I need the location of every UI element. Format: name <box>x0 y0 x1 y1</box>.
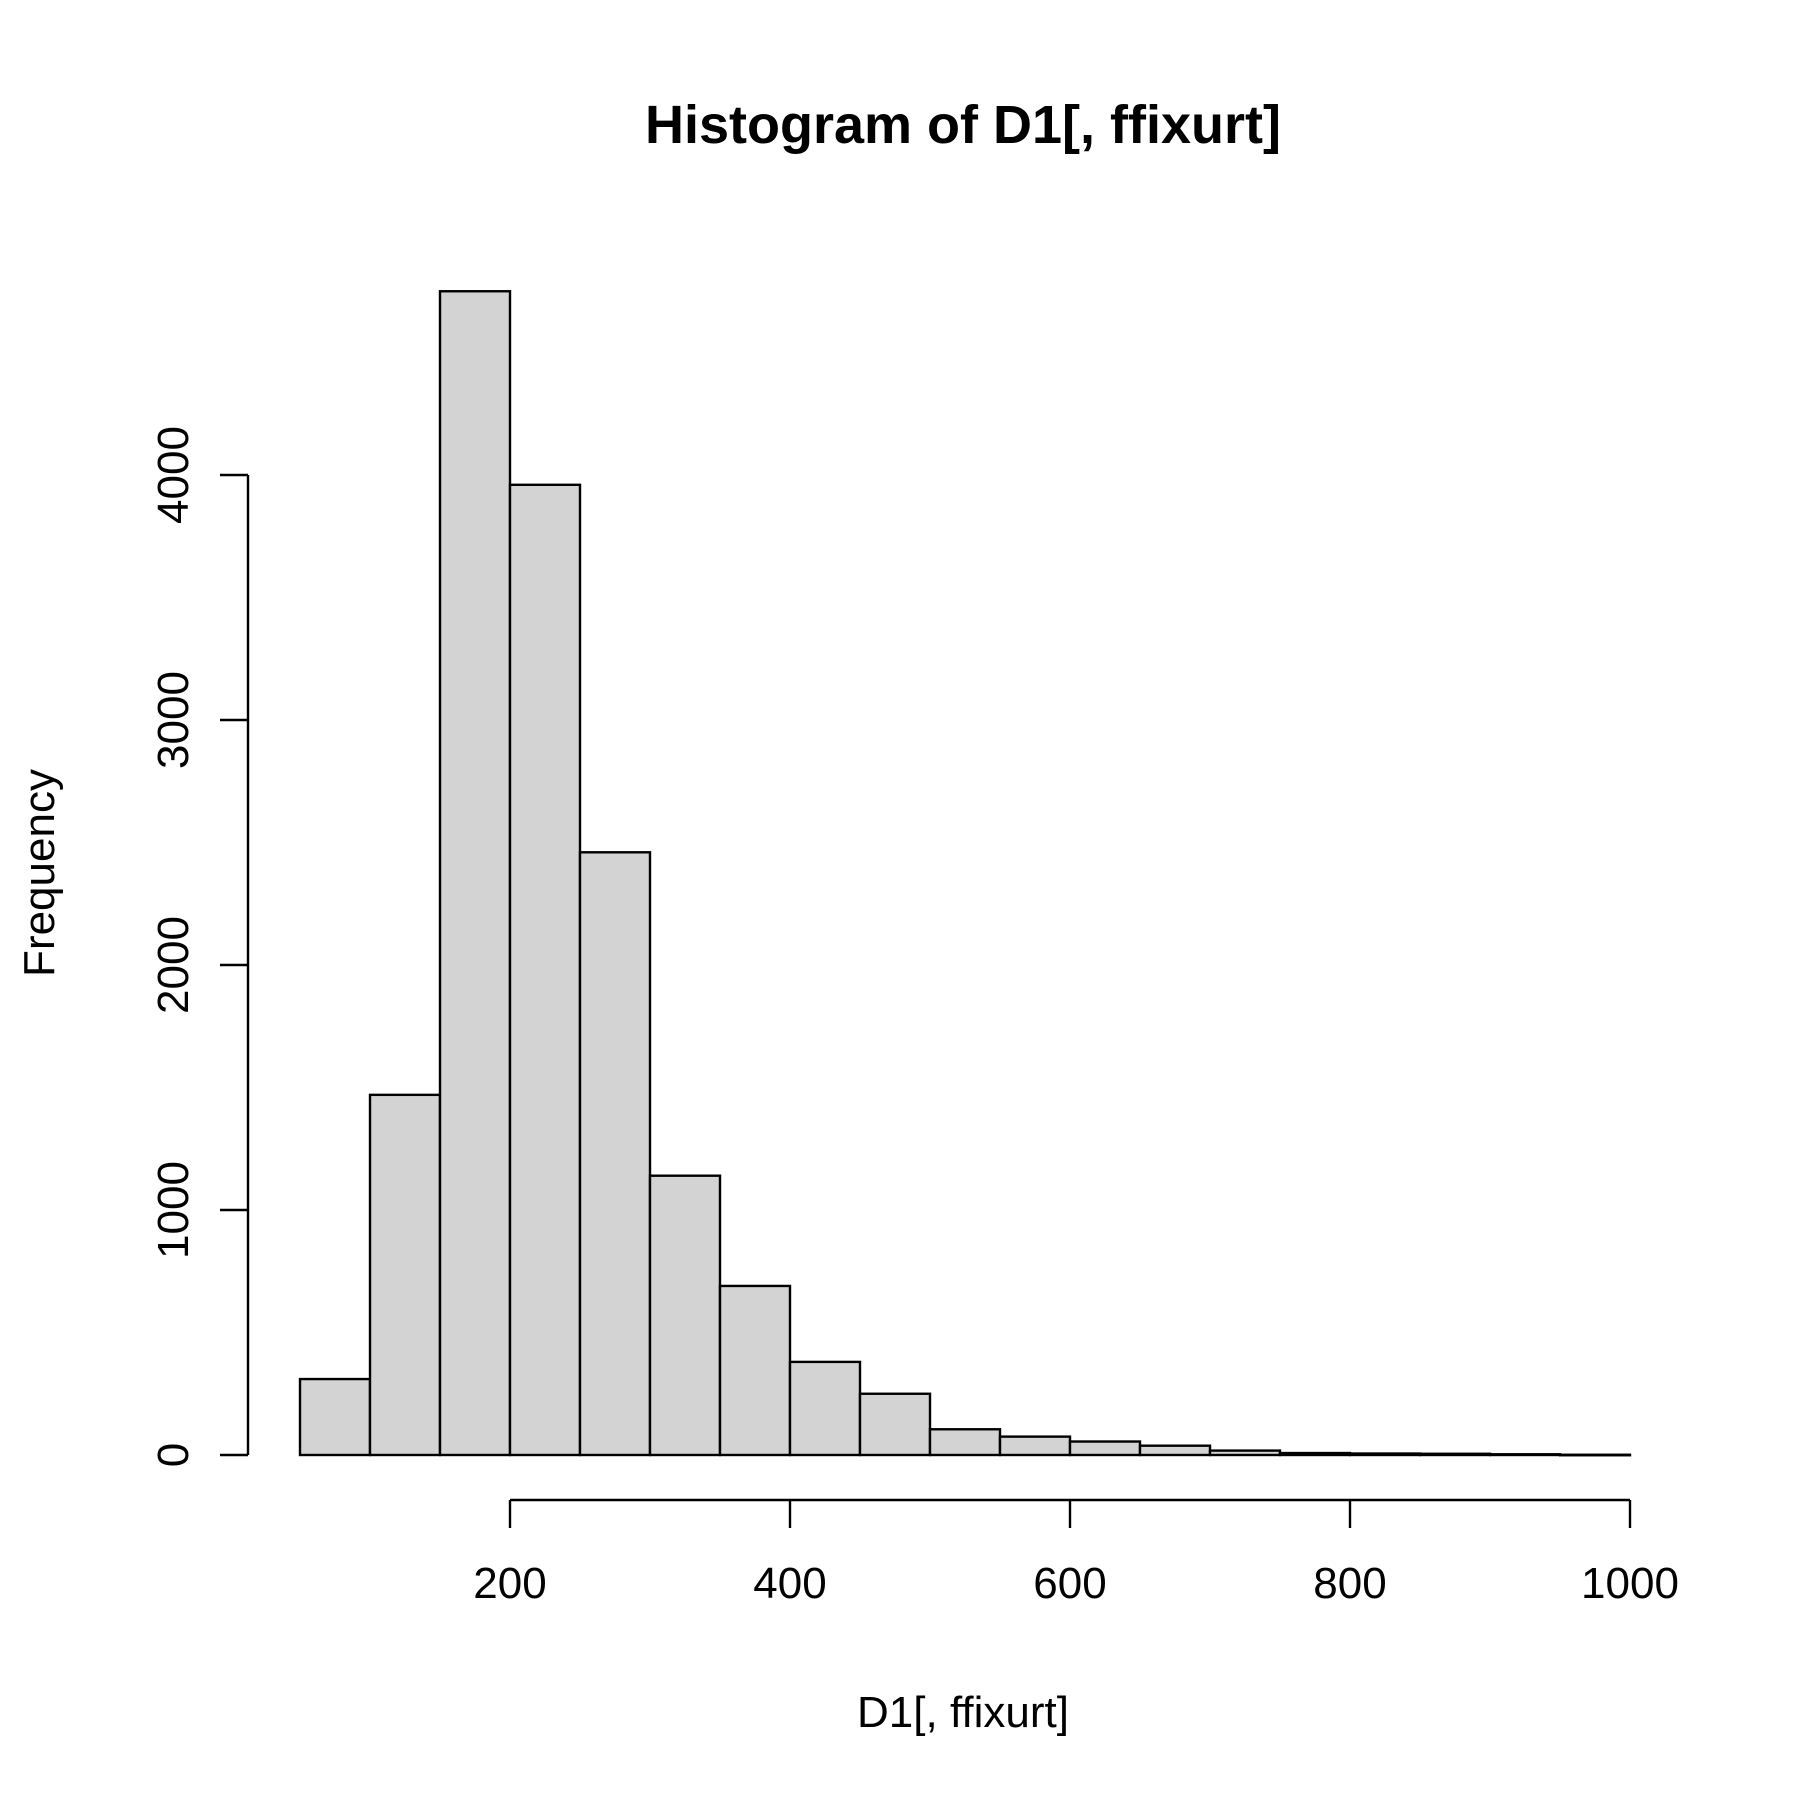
y-tick-label-1000: 1000 <box>149 1161 198 1259</box>
y-tick-label-3000: 3000 <box>149 671 198 769</box>
x-tick-label-400: 400 <box>753 1559 826 1608</box>
y-tick-label-4000: 4000 <box>149 426 198 524</box>
x-tick-label-800: 800 <box>1313 1559 1386 1608</box>
histogram-bar-150-200 <box>438 290 512 1457</box>
y-axis: 0 1000 2000 3000 4000 <box>149 426 250 1467</box>
histogram-bar-100-150 <box>368 1093 442 1457</box>
histogram-bar-950-1000 <box>1558 1453 1632 1457</box>
histogram-bar-550-600 <box>998 1435 1072 1457</box>
histogram-bar-400-450 <box>788 1360 862 1457</box>
histogram-bar-750-800 <box>1278 1451 1352 1457</box>
histogram-bar-850-900 <box>1418 1452 1492 1457</box>
histogram-bar-450-500 <box>858 1392 932 1457</box>
x-tick-label-600: 600 <box>1033 1559 1106 1608</box>
histogram-bar-700-750 <box>1208 1449 1282 1457</box>
x-tick-label-1000: 1000 <box>1581 1559 1679 1608</box>
histogram-bar-500-550 <box>928 1428 1002 1457</box>
histogram-bar-350-400 <box>718 1284 792 1457</box>
chart-title: Histogram of D1[, ffixurt] <box>645 95 1281 155</box>
y-axis-label: Frequency <box>15 769 64 977</box>
y-tick-label-2000: 2000 <box>149 916 198 1014</box>
histogram-bar-50-100 <box>298 1377 372 1457</box>
histogram-bar-250-300 <box>578 851 652 1457</box>
histogram-bar-650-700 <box>1138 1444 1212 1457</box>
x-tick-label-200: 200 <box>473 1559 546 1608</box>
histogram-bar-900-950 <box>1488 1453 1562 1457</box>
bars-group <box>298 290 1632 1457</box>
histogram-bar-200-250 <box>508 483 582 1457</box>
histogram-bar-300-350 <box>648 1174 722 1457</box>
histogram-bar-600-650 <box>1068 1440 1142 1457</box>
x-axis-label: D1[, ffixurt] <box>857 1688 1069 1737</box>
histogram-bar-800-850 <box>1348 1452 1422 1457</box>
x-axis: 200 400 600 800 1000 <box>473 1498 1679 1608</box>
y-tick-label-0: 0 <box>149 1443 198 1467</box>
